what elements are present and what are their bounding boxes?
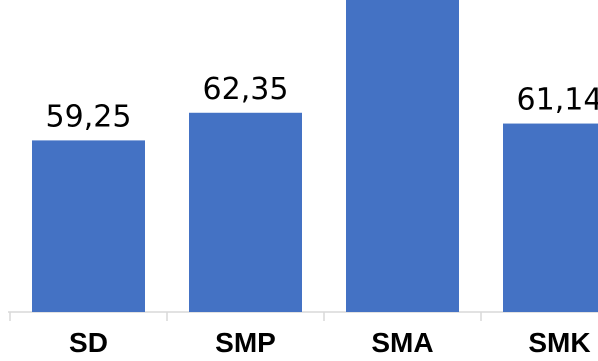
value-labels-layer: 59,25 62,35 61,14 — [46, 72, 598, 135]
data-label-smk: 61,14 — [517, 83, 598, 118]
category-label-smp: SMP — [215, 327, 276, 358]
data-label-sd: 59,25 — [46, 99, 132, 134]
category-label-sma: SMA — [371, 327, 433, 358]
category-label-smk: SMK — [528, 327, 590, 358]
bar-sd — [32, 140, 145, 312]
bar-sma — [346, 0, 459, 313]
bar-smp — [189, 112, 302, 312]
axis-layer — [8, 311, 598, 321]
bar-smk — [503, 123, 598, 312]
bars-layer — [32, 0, 598, 313]
category-labels-layer: SD SMP SMA SMK — [69, 327, 591, 358]
category-label-sd: SD — [69, 327, 108, 358]
data-label-smp: 62,35 — [203, 72, 289, 107]
